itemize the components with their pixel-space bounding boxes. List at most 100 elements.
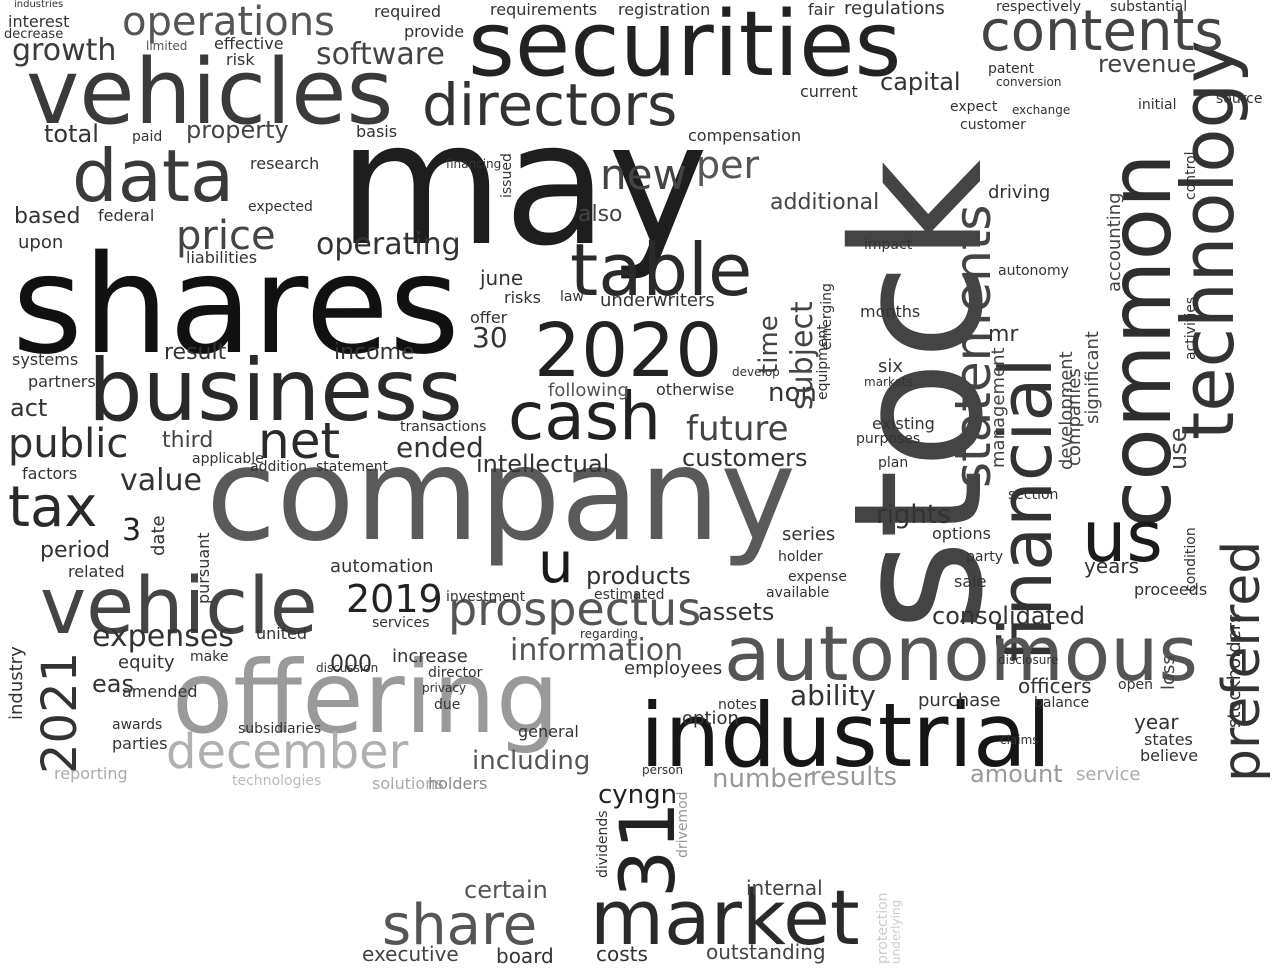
cloud-word: subject	[785, 301, 820, 410]
cloud-word: software	[316, 37, 445, 72]
cloud-word: systems	[12, 350, 79, 369]
cloud-word: current	[800, 82, 858, 101]
cloud-word: requirements	[490, 0, 598, 19]
cloud-word: equity	[118, 652, 175, 673]
cloud-word: discussion	[316, 661, 379, 675]
cloud-word: claims	[1000, 733, 1039, 747]
cloud-word: data	[72, 134, 235, 218]
cloud-word: date	[148, 515, 169, 556]
cloud-word: sale	[954, 572, 987, 591]
cloud-word: including	[472, 746, 591, 776]
cloud-word: employees	[624, 658, 723, 679]
cloud-word: customer	[960, 117, 1026, 133]
cloud-word: costs	[596, 942, 648, 966]
cloud-word: otherwise	[656, 380, 735, 399]
cloud-word: year	[1134, 710, 1179, 734]
cloud-word: third	[162, 428, 214, 453]
cloud-word: capital	[880, 68, 961, 96]
cloud-word: stockholders	[1224, 613, 1245, 728]
cloud-word: revenue	[1098, 50, 1197, 78]
cloud-word: cash	[508, 378, 661, 455]
cloud-word: research	[250, 154, 320, 173]
cloud-word: emerging	[819, 283, 835, 350]
cloud-word: june	[480, 266, 524, 290]
cloud-word: expense	[788, 569, 847, 585]
cloud-word: board	[496, 944, 554, 968]
cloud-word: regarding	[580, 627, 638, 641]
cloud-word: act	[10, 394, 48, 422]
cloud-word: interest	[8, 12, 70, 31]
cloud-word: use	[1164, 427, 1192, 470]
cloud-word: expect	[950, 99, 998, 115]
cloud-word: privacy	[422, 681, 467, 695]
cloud-word: amended	[122, 682, 198, 701]
cloud-word: table	[570, 228, 753, 312]
cloud-word: subsidiaries	[238, 721, 322, 737]
cloud-word: provide	[404, 22, 465, 41]
cloud-word: substantial	[1110, 0, 1188, 15]
cloud-word: parties	[112, 734, 168, 753]
cloud-word: available	[766, 585, 830, 601]
cloud-word: law	[560, 289, 584, 305]
cloud-word: non	[768, 378, 817, 408]
cloud-word: holders	[428, 774, 488, 793]
cloud-word: condition	[1183, 527, 1199, 592]
cloud-word: growth	[12, 33, 117, 68]
cloud-word: business	[88, 341, 463, 441]
cloud-word: price	[176, 213, 276, 259]
cloud-word: united	[256, 624, 307, 643]
cloud-word: vehicles	[26, 40, 394, 145]
cloud-word: party	[966, 549, 1003, 565]
cloud-word: states	[1144, 730, 1193, 749]
cloud-word: drivemod	[675, 791, 691, 858]
cloud-word: ability	[790, 679, 876, 712]
cloud-word: also	[578, 202, 623, 227]
cloud-word: management	[988, 347, 1009, 468]
cloud-word: investment	[446, 589, 526, 605]
cloud-word: assets	[698, 598, 775, 626]
cloud-word: financing	[446, 157, 502, 171]
cloud-word: balance	[1034, 695, 1090, 711]
cloud-word: per	[696, 143, 760, 187]
cloud-word: factors	[22, 464, 78, 483]
cloud-word: underlying	[889, 899, 903, 964]
cloud-word: addition	[250, 459, 308, 475]
cloud-word: 3	[122, 513, 142, 548]
cloud-word: federal	[98, 206, 155, 225]
cloud-word: 2020	[534, 308, 723, 394]
cloud-word: years	[1084, 554, 1140, 578]
cloud-word: may	[338, 86, 709, 284]
cloud-word: purposes	[856, 431, 921, 447]
cloud-word: general	[518, 722, 579, 741]
cloud-word: holder	[778, 549, 823, 565]
cloud-word: intellectual	[476, 450, 610, 478]
cloud-word: number	[712, 764, 814, 794]
cloud-word: awards	[112, 717, 163, 733]
cloud-word: result	[164, 340, 227, 365]
cloud-word: net	[258, 412, 341, 470]
cloud-word: value	[120, 463, 202, 498]
cloud-word: future	[686, 409, 789, 449]
cloud-word: applicable	[192, 451, 264, 467]
cloud-word: make	[190, 649, 229, 665]
cloud-word: rights	[876, 500, 951, 530]
cloud-word: prospectus	[448, 582, 702, 636]
cloud-word: loss	[1158, 655, 1179, 690]
cloud-word: expected	[248, 199, 313, 215]
cloud-word: ended	[396, 431, 484, 464]
cloud-word: autonomy	[998, 263, 1069, 279]
cloud-word: estimated	[594, 587, 665, 603]
cloud-word: property	[186, 116, 289, 144]
cloud-word: 2019	[346, 577, 443, 621]
cloud-word: risk	[226, 50, 255, 69]
cloud-word: income	[334, 340, 415, 365]
cloud-word: operating	[316, 227, 461, 262]
cloud-word: 30	[472, 321, 508, 354]
cloud-word: reporting	[54, 764, 128, 783]
cloud-word: series	[782, 524, 836, 545]
cloud-word: existing	[872, 414, 935, 433]
cloud-word: us	[1082, 496, 1163, 578]
cloud-word: dividends	[595, 810, 611, 878]
cloud-word: services	[372, 615, 430, 631]
